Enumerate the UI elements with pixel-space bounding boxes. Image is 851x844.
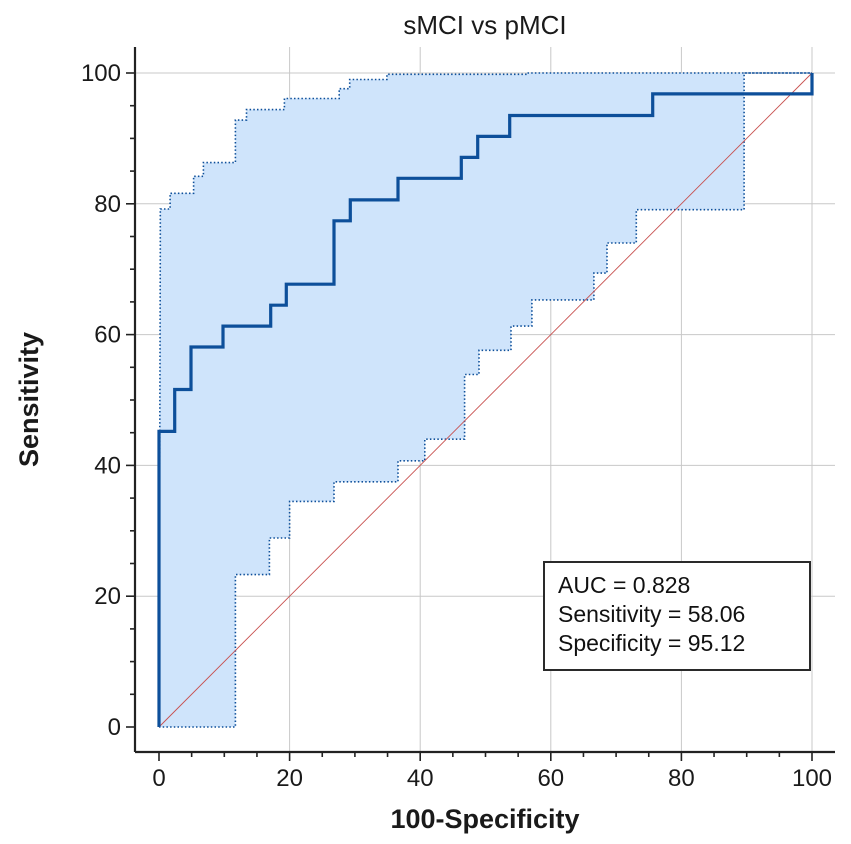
y-tick-label-20: 20 — [94, 583, 121, 610]
x-tick-label-100: 100 — [792, 765, 832, 792]
y-tick-label-80: 80 — [94, 191, 121, 218]
x-tick-label-40: 40 — [407, 765, 434, 792]
series-95-ci-upper-bound — [158, 72, 812, 728]
x-axis-title: 100-Specificity — [390, 804, 579, 834]
chart-title: sMCI vs pMCI — [403, 10, 566, 40]
ticks-layer: 0 20 40 60 80 100 0 20 40 60 80 100 — [81, 60, 832, 792]
stats-box-frame — [543, 561, 811, 671]
y-tick-label-60: 60 — [94, 322, 121, 349]
stats-legend-box: AUC = 0.828 Sensitivity = 58.06 Specific… — [543, 561, 811, 671]
x-tick-label-0: 0 — [152, 765, 165, 792]
series-layer — [157, 72, 814, 728]
specificity-stat: Specificity = 95.12 — [558, 630, 745, 656]
x-tick-label-80: 80 — [668, 765, 695, 792]
series-roc-curve — [157, 73, 814, 727]
x-tick-label-60: 60 — [537, 765, 564, 792]
y-axis-title: Sensitivity — [14, 332, 44, 467]
y-tick-label-100: 100 — [81, 60, 121, 87]
sensitivity-stat: Sensitivity = 58.06 — [558, 601, 745, 627]
series-95-ci-lower-bound — [159, 72, 812, 728]
series-reference-line — [158, 72, 813, 728]
y-tick-label-0: 0 — [108, 714, 121, 741]
y-tick-label-40: 40 — [94, 452, 121, 479]
confidence-interval-band — [159, 73, 812, 727]
auc-stat: AUC = 0.828 — [558, 572, 690, 598]
x-tick-label-20: 20 — [276, 765, 303, 792]
